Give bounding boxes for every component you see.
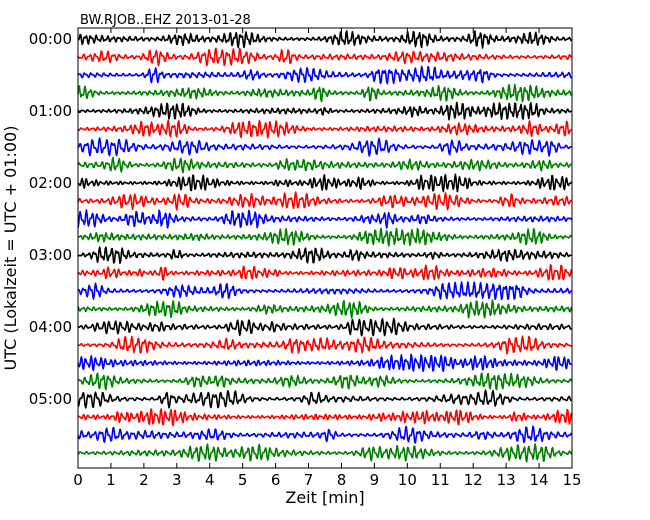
trace-line-0430 <box>77 353 572 373</box>
x-axis-label: Zeit [min] <box>285 488 364 507</box>
x-tick-label: 9 <box>370 471 380 489</box>
trace-line-0500 <box>77 389 572 409</box>
trace-line-0300 <box>77 246 572 265</box>
trace-line-0330 <box>77 281 572 301</box>
x-tick-label: 0 <box>73 471 83 489</box>
y-tick-label: 05:00 <box>29 390 72 408</box>
y-tick-label: 04:00 <box>29 318 72 336</box>
y-tick-label: 03:00 <box>29 246 72 264</box>
trace-line-0030 <box>77 65 572 85</box>
y-tick-label: 01:00 <box>29 102 72 120</box>
x-tick-label: 8 <box>337 471 347 489</box>
trace-line-0230 <box>77 209 573 229</box>
trace-line-0145 <box>77 156 572 174</box>
trace-line-0445 <box>77 372 573 391</box>
x-tick-label: 13 <box>497 471 516 489</box>
x-tick-label: 14 <box>530 471 549 489</box>
trace-line-0000 <box>77 30 572 49</box>
trace-line-0315 <box>77 264 573 281</box>
plot-frame <box>77 27 573 469</box>
x-tick-label: 12 <box>464 471 483 489</box>
trace-line-0115 <box>77 119 572 139</box>
x-tick-label: 5 <box>238 471 248 489</box>
x-tick-label: 4 <box>205 471 215 489</box>
x-tick-label: 1 <box>106 471 116 489</box>
trace-group <box>77 30 573 463</box>
y-axis: 00:00 01:00 02:00 03:00 04:00 05:00 <box>29 30 72 408</box>
y-tick-label: 00:00 <box>29 30 72 48</box>
trace-line-0515 <box>77 408 573 427</box>
x-tick-label: 2 <box>139 471 149 489</box>
x-tick-label: 6 <box>271 471 281 489</box>
trace-line-0015 <box>77 47 573 67</box>
trace-line-0530 <box>77 425 573 444</box>
trace-line-0130 <box>77 137 572 157</box>
y-axis-label: UTC (Lokalzeit = UTC + 01:00) <box>1 126 20 371</box>
x-tick-label: 3 <box>172 471 182 489</box>
y-tick-label: 02:00 <box>29 174 72 192</box>
x-tick-label: 7 <box>304 471 314 489</box>
trace-line-0215 <box>77 191 572 211</box>
x-tick-label: 10 <box>398 471 417 489</box>
trace-line-0545 <box>77 443 573 463</box>
trace-line-0200 <box>77 173 573 193</box>
trace-line-0345 <box>77 299 573 319</box>
plot-title: BW.RJOB..EHZ 2013-01-28 <box>80 13 251 28</box>
trace-line-0415 <box>77 335 573 355</box>
x-tick-label: 15 <box>562 471 581 489</box>
trace-line-0245 <box>77 227 573 247</box>
trace-line-0400 <box>77 317 573 337</box>
trace-line-0100 <box>77 101 572 121</box>
x-axis: 0 1 2 3 4 5 6 7 8 9 10 11 12 13 14 15 <box>73 28 582 489</box>
x-tick-label: 11 <box>431 471 450 489</box>
trace-line-0045 <box>77 83 573 103</box>
